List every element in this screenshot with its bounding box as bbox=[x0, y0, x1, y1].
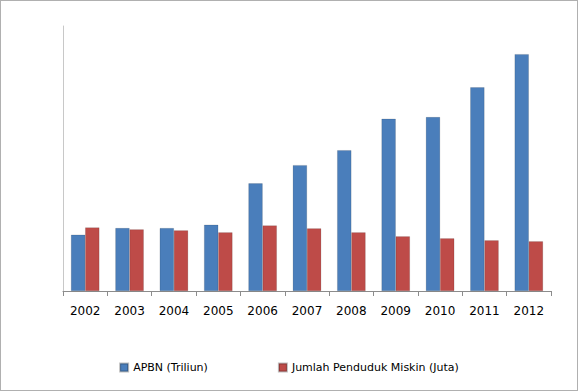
svg-text:2008: 2008 bbox=[336, 304, 367, 318]
svg-text:2007: 2007 bbox=[292, 304, 323, 318]
svg-text:2002: 2002 bbox=[70, 304, 101, 318]
svg-text:2005: 2005 bbox=[203, 304, 234, 318]
svg-text:2012: 2012 bbox=[514, 304, 545, 318]
svg-text:2009: 2009 bbox=[380, 304, 411, 318]
svg-text:2011: 2011 bbox=[469, 304, 500, 318]
svg-text:Jumlah Penduduk Miskin (Juta): Jumlah Penduduk Miskin (Juta) bbox=[291, 361, 459, 374]
svg-text:2006: 2006 bbox=[247, 304, 278, 318]
svg-text:2004: 2004 bbox=[159, 304, 190, 318]
svg-text:APBN (Triliun): APBN (Triliun) bbox=[133, 361, 208, 374]
svg-text:2003: 2003 bbox=[114, 304, 145, 318]
svg-text:2010: 2010 bbox=[425, 304, 456, 318]
